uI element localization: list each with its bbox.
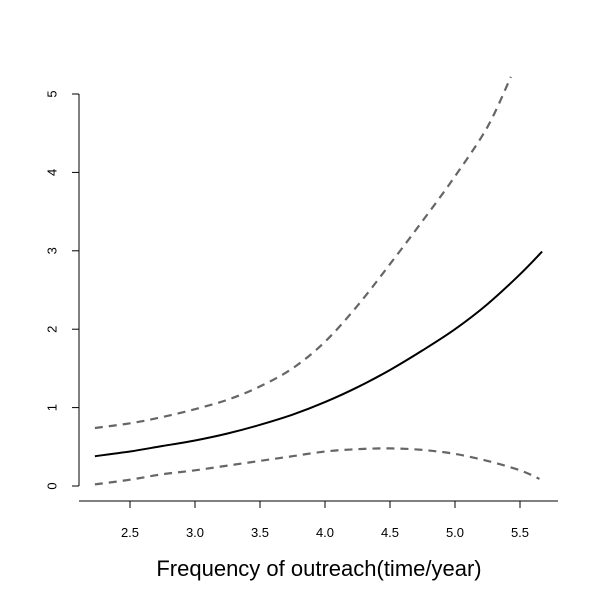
- y-tick-label: 2: [45, 326, 60, 333]
- x-axis: 2.5 3.0 3.5 4.0 4.5 5.0 5.5: [79, 500, 558, 540]
- y-tick-label: 3: [45, 247, 60, 254]
- x-tick-label: 5.5: [511, 525, 529, 540]
- x-axis-title: Frequency of outreach(time/year): [156, 556, 481, 581]
- y-axis: 0 1 2 3 4 5: [45, 90, 80, 490]
- estimate-line: [94, 250, 543, 458]
- lower-bound-line: [94, 447, 540, 486]
- x-tick-label: 5.0: [446, 525, 464, 540]
- x-tick-label: 2.5: [121, 525, 139, 540]
- y-tick-label: 0: [45, 482, 60, 489]
- upper-bound-line: [94, 76, 512, 430]
- y-tick-label: 4: [45, 169, 60, 176]
- plot-lines: [94, 76, 543, 486]
- x-tick-label: 4.0: [316, 525, 334, 540]
- x-tick-label: 4.5: [381, 525, 399, 540]
- y-tick-label: 1: [45, 404, 60, 411]
- x-tick-label: 3.0: [186, 525, 204, 540]
- y-tick-label: 5: [45, 90, 60, 97]
- x-tick-label: 3.5: [251, 525, 269, 540]
